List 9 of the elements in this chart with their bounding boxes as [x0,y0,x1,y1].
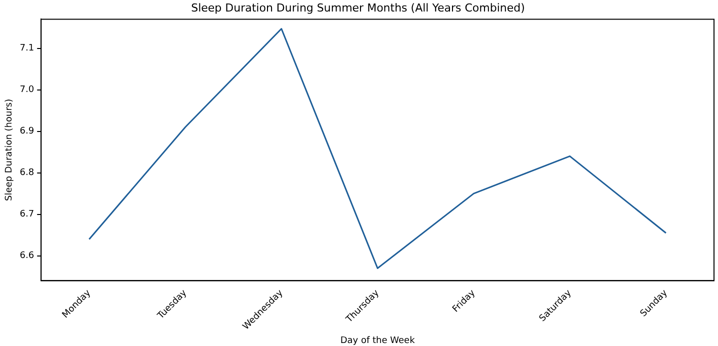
y-tick-label: 6.6 [20,251,34,262]
y-tick-label: 6.7 [20,210,34,220]
chart-title: Sleep Duration During Summer Months (All Years Combined) [191,1,525,14]
y-tick-label: 7.0 [20,85,34,96]
y-axis-title: Sleep Duration (hours) [4,98,15,202]
y-tick-label: 7.1 [20,44,34,54]
y-tick-label: 6.8 [20,168,34,178]
y-tick-label: 6.9 [20,126,34,137]
x-axis-title: Day of the Week [340,336,416,346]
